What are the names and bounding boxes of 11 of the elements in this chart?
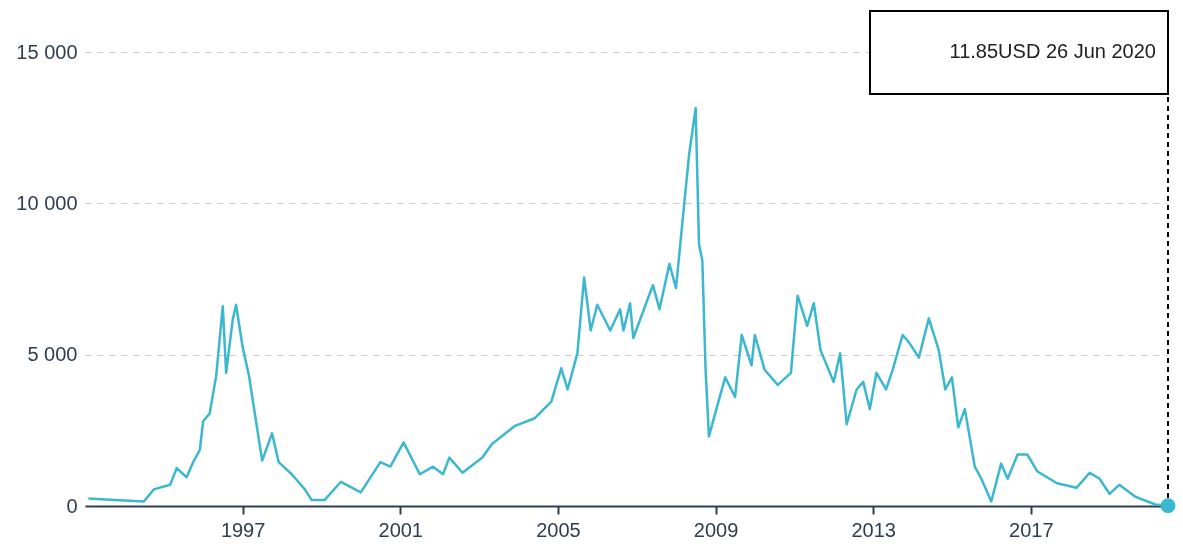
y-tick-label: 10 000 — [16, 191, 78, 214]
x-tick-label: 2001 — [378, 518, 423, 541]
x-tick-label: 2013 — [851, 518, 896, 541]
x-tick-label: 2017 — [1009, 518, 1054, 541]
ref-line-label: 11.85USD 26 Jun 2020 — [949, 40, 1156, 62]
y-tick-label: 15 000 — [16, 40, 78, 63]
y-tick-label: 5 000 — [27, 343, 78, 366]
x-tick-label: 2009 — [693, 518, 739, 541]
y-tick-label: 0 — [66, 494, 78, 517]
x-tick-label: 2005 — [536, 518, 581, 541]
x-tick-label: 1997 — [220, 518, 266, 541]
